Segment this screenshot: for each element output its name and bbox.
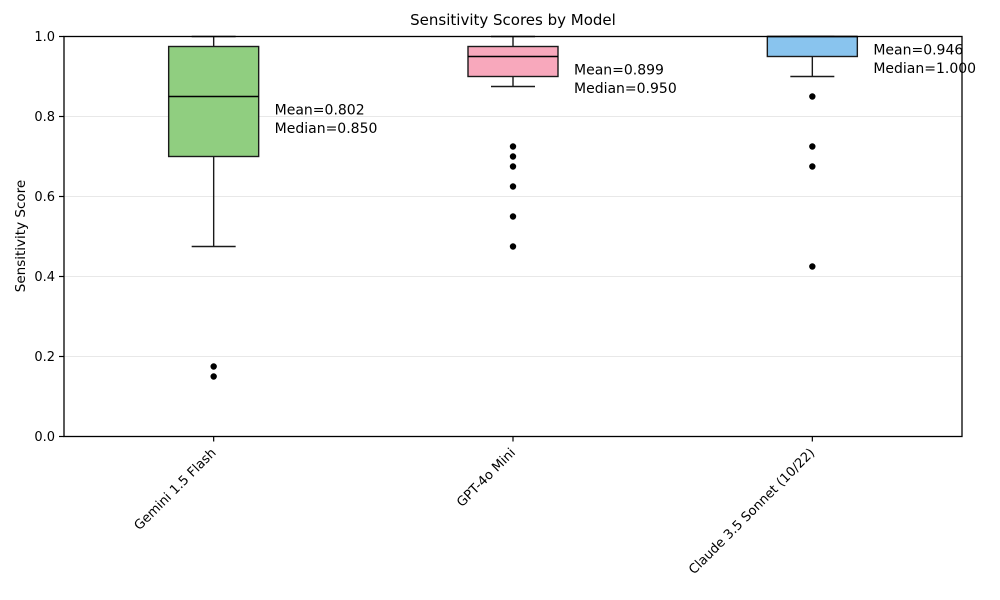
annotation-mean: Mean=0.802 [275, 103, 365, 119]
outlier-dot [509, 143, 517, 150]
annotation-mean: Mean=0.899 [574, 63, 664, 79]
outlier-dot [809, 163, 816, 170]
outlier-dot [509, 153, 517, 160]
box [467, 45, 559, 78]
y-tick-label: 0.0 [34, 430, 55, 445]
y-tick-label: 1.0 [34, 30, 55, 45]
outlier-dot [809, 93, 816, 100]
annotation-median: Median=0.950 [574, 81, 677, 97]
outlier-dot [509, 163, 517, 170]
outlier-dot [809, 263, 816, 270]
x-tick-label: GPT-4o Mini [454, 446, 519, 511]
outlier-dot [509, 213, 517, 220]
outlier-dot [210, 363, 217, 370]
annotation-median: Median=0.850 [275, 121, 378, 137]
outlier-dot [509, 183, 517, 190]
box [167, 45, 260, 158]
chart-title: Sensitivity Scores by Model [410, 11, 616, 29]
annotation-median: Median=1.000 [873, 61, 976, 77]
x-tick-label: Claude 3.5 Sonnet (10/22) [686, 446, 818, 578]
box [766, 35, 859, 58]
y-tick-label: 0.2 [34, 350, 55, 365]
outlier-dot [210, 373, 217, 380]
outlier-dot [809, 143, 816, 150]
y-tick-label: 0.6 [34, 190, 55, 205]
y-tick-label: 0.4 [34, 270, 55, 285]
outlier-dot [509, 243, 517, 250]
y-tick-label: 0.8 [34, 110, 55, 125]
x-tick-label: Gemini 1.5 Flash [132, 446, 220, 534]
annotation-mean: Mean=0.946 [873, 43, 963, 59]
